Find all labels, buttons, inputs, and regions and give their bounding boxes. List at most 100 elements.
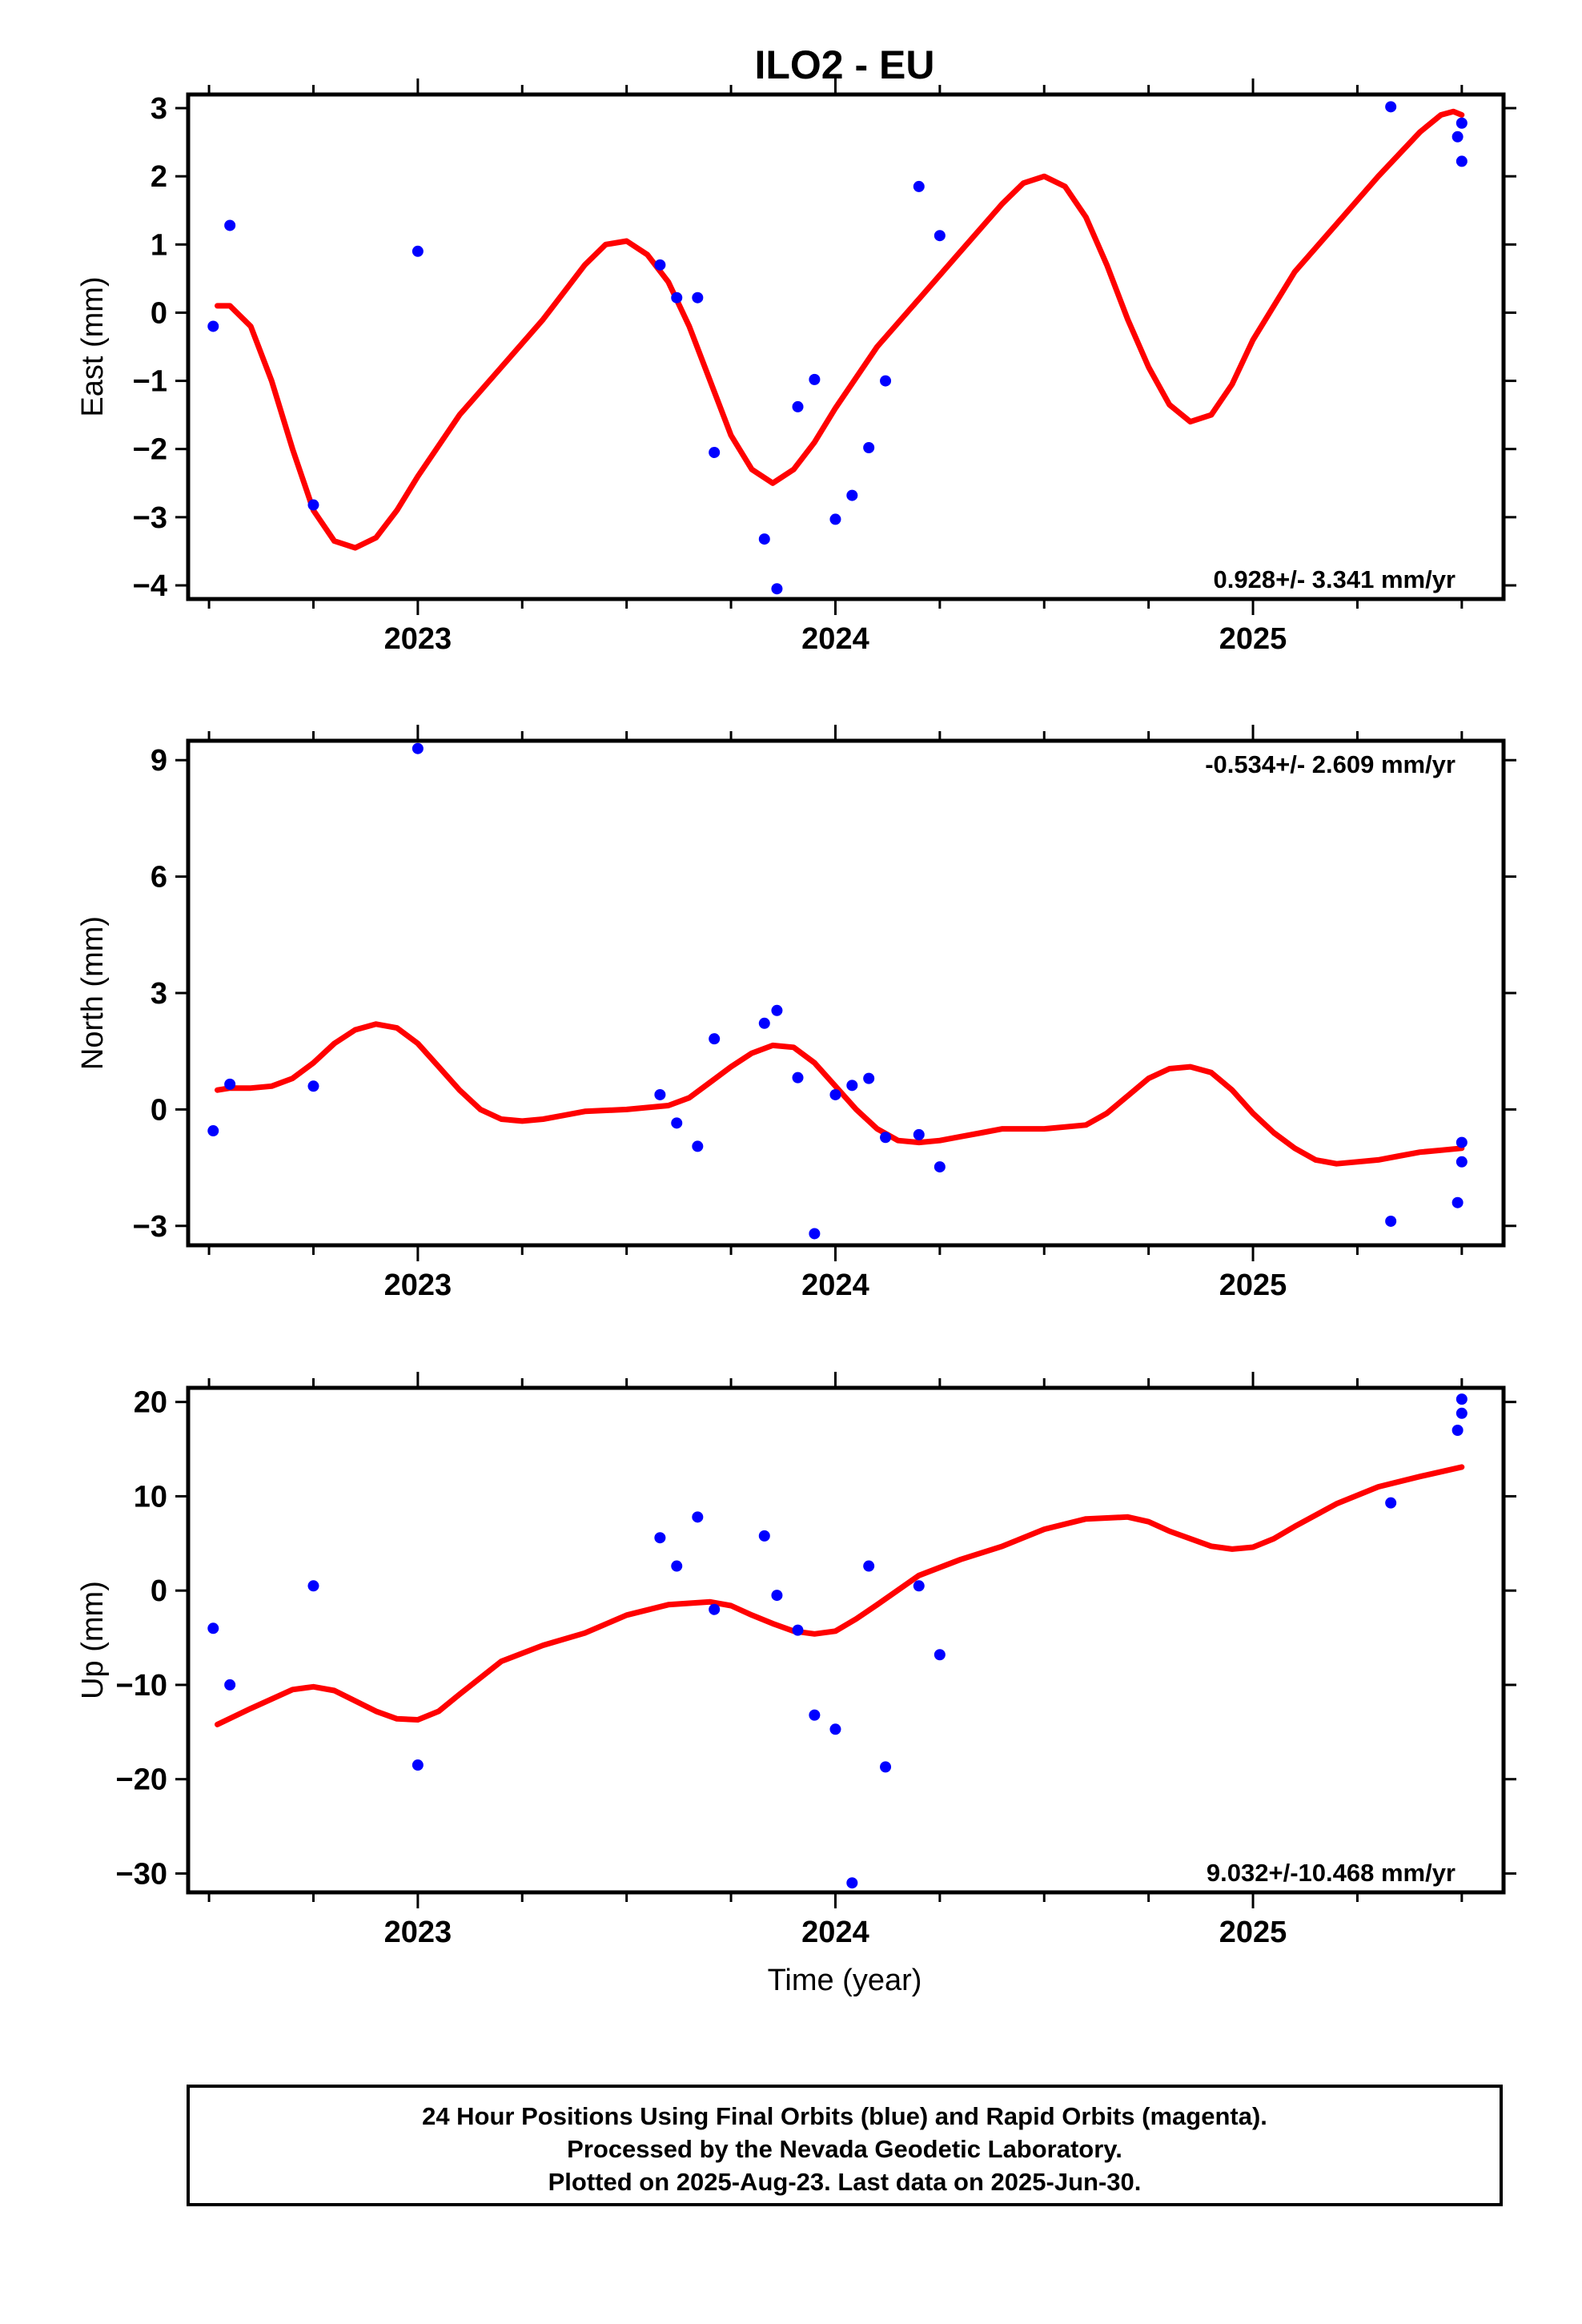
x-tick-label: 2024 <box>801 1269 869 1302</box>
data-point <box>1456 1407 1468 1419</box>
data-point <box>913 1128 925 1140</box>
data-point <box>671 1117 683 1129</box>
y-tick-label: 3 <box>151 92 167 126</box>
data-point <box>224 1078 236 1090</box>
y-tick-label: −4 <box>133 569 167 603</box>
fit-curve <box>215 1464 1465 1727</box>
y-tick-label: 3 <box>151 977 167 1011</box>
data-point <box>880 375 892 387</box>
y-tick-label: −30 <box>116 1857 167 1891</box>
east-panel: −4 −3 −2 −1 0 1 2 3 2023 2024 2025 East (mm) 0.928+/… <box>76 78 1516 656</box>
y-tick-label: 0 <box>151 296 167 330</box>
y-tick-label: 0 <box>151 1574 167 1608</box>
data-point <box>1456 1393 1468 1405</box>
x-axis-label: Time (year) <box>768 1964 922 1997</box>
data-point <box>863 442 875 453</box>
data-point <box>709 1603 721 1615</box>
data-point <box>412 245 424 257</box>
data-point <box>934 1161 946 1173</box>
data-point <box>654 259 666 271</box>
data-point <box>771 583 783 595</box>
x-tick-label: 2023 <box>384 1916 452 1949</box>
data-point <box>846 1080 858 1092</box>
y-tick-label: 6 <box>151 861 167 895</box>
data-point <box>1456 155 1468 167</box>
data-point <box>771 1004 783 1016</box>
x-tick-label: 2025 <box>1219 1916 1287 1949</box>
data-point <box>846 489 858 501</box>
x-tick-label: 2024 <box>801 622 869 656</box>
data-point <box>224 1679 236 1691</box>
data-point <box>829 1088 841 1100</box>
data-point <box>412 1759 424 1771</box>
data-point <box>913 180 925 192</box>
data-point <box>1456 1136 1468 1148</box>
x-tick-label: 2023 <box>384 622 452 656</box>
rate-annotation: 9.032+/-10.468 mm/yr <box>1207 1859 1456 1887</box>
data-point <box>863 1560 875 1572</box>
y-tick-label: −10 <box>116 1669 167 1703</box>
data-point <box>307 499 319 511</box>
data-point <box>758 1017 770 1029</box>
fit-curve <box>215 1021 1465 1167</box>
data-point <box>692 292 704 304</box>
y-axis-label: Up (mm) <box>76 1581 110 1699</box>
data-point <box>207 320 219 332</box>
data-point <box>692 1511 704 1523</box>
rate-annotation: -0.534+/- 2.609 mm/yr <box>1205 750 1456 778</box>
data-point <box>792 1624 804 1636</box>
y-tick-label: 20 <box>134 1386 167 1420</box>
rate-annotation: 0.928+/- 3.341 mm/yr <box>1214 565 1456 593</box>
y-tick-label: −2 <box>133 433 167 467</box>
data-point <box>1385 1215 1397 1227</box>
data-point <box>792 400 804 412</box>
data-point <box>846 1877 858 1889</box>
data-point <box>1385 1497 1397 1509</box>
data-point <box>829 513 841 525</box>
y-tick-label: 9 <box>151 744 167 778</box>
plot-frame <box>186 738 1506 1248</box>
data-point <box>1456 1156 1468 1168</box>
data-point <box>880 1761 892 1773</box>
footer-box: 24 Hour Positions Using Final Orbits (bl… <box>187 2085 1503 2206</box>
data-point <box>792 1072 804 1084</box>
y-tick-label: 2 <box>151 160 167 194</box>
footer-line-3: Plotted on 2025-Aug-23. Last data on 202… <box>548 2168 1142 2196</box>
data-point <box>829 1723 841 1735</box>
y-tick-label: 10 <box>134 1480 167 1514</box>
data-point <box>809 1228 821 1240</box>
data-point <box>224 219 236 231</box>
data-point <box>758 1530 770 1542</box>
up-panel: −30 −20 −10 0 10 20 2023 2024 2025 Up (mm) 9.032+/… <box>76 1372 1516 1949</box>
data-point <box>1385 101 1397 113</box>
y-axis-label: North (mm) <box>76 916 110 1070</box>
data-point <box>307 1080 319 1092</box>
data-point <box>934 230 946 242</box>
x-tick-label: 2025 <box>1219 1269 1287 1302</box>
data-point <box>207 1125 219 1137</box>
plot-frame <box>186 92 1506 601</box>
data-point <box>913 1580 925 1592</box>
data-point <box>863 1072 875 1084</box>
data-point <box>671 292 683 304</box>
data-point <box>1452 1196 1464 1208</box>
data-point <box>934 1649 946 1661</box>
data-point <box>1452 131 1464 143</box>
data-point <box>809 1709 821 1721</box>
data-point <box>809 373 821 385</box>
footer-line-1: 24 Hour Positions Using Final Orbits (bl… <box>422 2102 1267 2130</box>
data-point <box>771 1590 783 1602</box>
north-panel: −3 0 3 6 9 2023 2024 2025 North (mm) -0.534+/- 2.… <box>76 725 1516 1302</box>
data-point <box>1456 117 1468 129</box>
y-tick-label: −3 <box>133 501 167 535</box>
y-tick-label: 0 <box>151 1093 167 1127</box>
data-point <box>709 446 721 458</box>
y-axis-label: East (mm) <box>76 276 110 416</box>
data-point <box>692 1140 704 1152</box>
data-point <box>654 1088 666 1100</box>
data-point <box>671 1560 683 1572</box>
data-point <box>207 1622 219 1634</box>
y-tick-label: −20 <box>116 1763 167 1797</box>
data-point <box>654 1532 666 1544</box>
